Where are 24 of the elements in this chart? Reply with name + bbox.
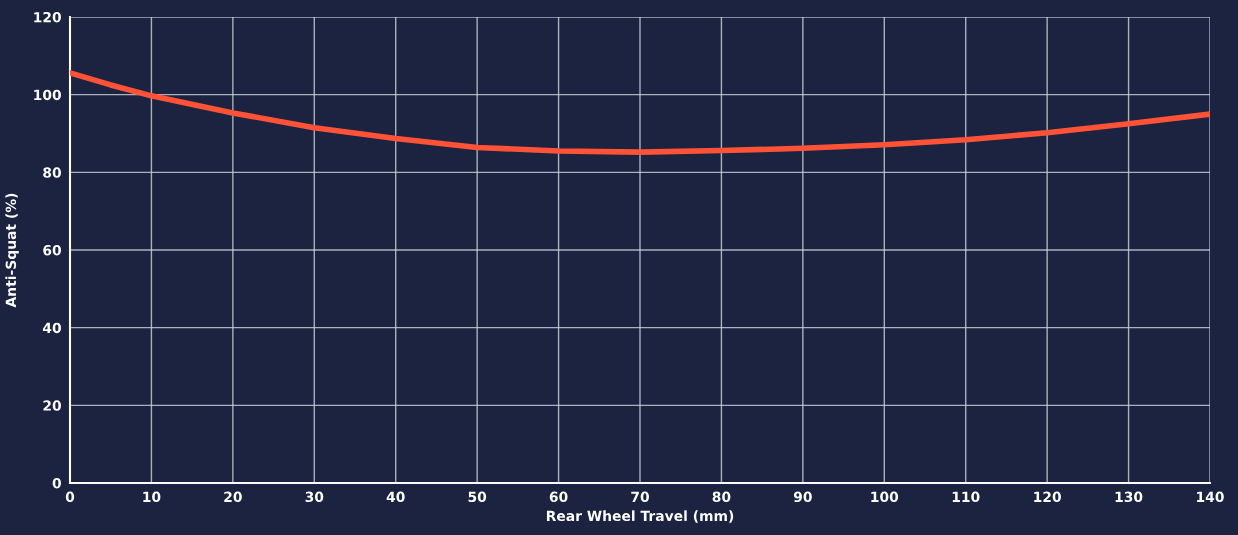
x-tick-label: 30 (305, 491, 324, 503)
x-tick-label: 110 (952, 491, 980, 503)
x-tick-label: 40 (386, 491, 405, 503)
x-tick-label: 10 (143, 491, 161, 503)
y-tick-label: 20 (43, 400, 61, 411)
y-tick-label: 80 (43, 167, 61, 178)
x-tick-label: 80 (712, 491, 731, 503)
y-tick-label: 100 (34, 89, 61, 101)
x-tick-label: 100 (871, 491, 899, 503)
x-tick-label: 120 (1034, 491, 1061, 503)
y-tick-label: 60 (43, 244, 61, 256)
y-tick-label: 120 (34, 11, 61, 23)
x-tick-label: 0 (65, 491, 75, 503)
x-tick-label: 50 (468, 491, 487, 503)
x-tick-label: 60 (549, 491, 568, 503)
x-axis-title: Rear Wheel Travel (mm) (546, 510, 734, 523)
y-tick-label: 40 (42, 322, 61, 334)
x-tick-label: 140 (1197, 491, 1224, 503)
y-tick-label: 0 (52, 477, 61, 489)
x-tick-label: 70 (631, 491, 649, 503)
x-tick-label: 130 (1115, 491, 1143, 503)
x-tick-label: 90 (793, 491, 812, 503)
x-tick-label: 20 (224, 491, 242, 503)
y-axis-title: Anti-Squat (%) (5, 193, 19, 308)
